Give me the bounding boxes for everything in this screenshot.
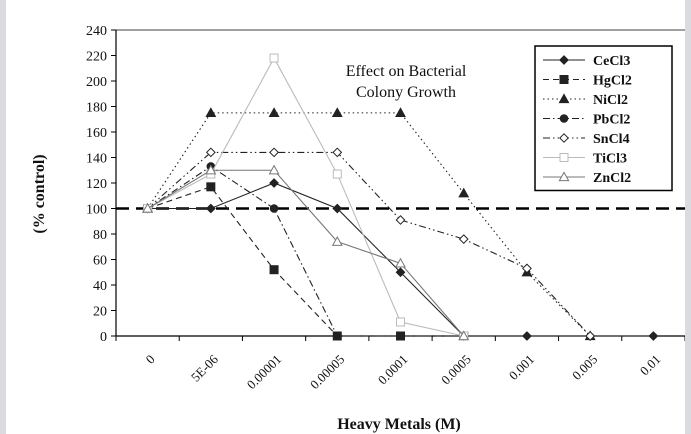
x-axis-label: Heavy Metals (M) — [337, 416, 461, 433]
legend-label-sncl4: SnCl4 — [593, 132, 630, 147]
x-tick-label: 0.0005 — [438, 352, 474, 388]
point-ticl3 — [333, 170, 341, 178]
y-tick-label: 180 — [86, 101, 107, 116]
y-tick-label: 40 — [93, 279, 107, 294]
legend-label-nicl2: NiCl2 — [593, 93, 628, 108]
chart-canvas: (% control) 0 20 40 60 80 100 120 140 160 180 200 2… — [6, 0, 685, 434]
x-tick-label: 0.00001 — [244, 352, 284, 392]
legend-label-cecl3: CeCl3 — [593, 54, 630, 69]
x-tick-label: 0.00005 — [307, 352, 347, 392]
point-sncl4 — [270, 148, 278, 156]
y-tick-label: 240 — [86, 24, 107, 39]
x-tick-label: 0.005 — [569, 352, 600, 383]
point-ticl3 — [397, 318, 405, 326]
series-line-zncl2 — [148, 170, 464, 336]
y-tick-label: 120 — [86, 177, 107, 192]
legend-marker-pbcl2 — [560, 115, 568, 123]
point-hgcl2 — [270, 266, 278, 274]
chart-title: Effect on Bacterial — [346, 63, 467, 80]
y-tick-label: 200 — [86, 75, 107, 90]
series-line-nicl2 — [148, 113, 591, 336]
point-sncl4 — [396, 216, 404, 224]
point-cecl3 — [523, 332, 531, 340]
point-zncl2 — [396, 259, 405, 267]
y-axis-label: (% control) — [31, 154, 48, 233]
x-tick-label: 5E-06 — [188, 351, 221, 384]
legend-label-ticl3: TiCl3 — [593, 152, 627, 167]
point-ticl3 — [270, 54, 278, 62]
plot-area: 0 20 40 60 80 100 120 140 160 180 200 220 240 0 5E-06 0… — [86, 24, 685, 392]
legend-label-zncl2: ZnCl2 — [593, 171, 631, 186]
y-tick-label: 140 — [86, 152, 107, 167]
point-cecl3 — [207, 204, 215, 212]
point-pbcl2 — [333, 332, 341, 340]
point-hgcl2 — [207, 183, 215, 191]
y-tick-label: 160 — [86, 126, 107, 141]
point-pbcl2 — [397, 332, 405, 340]
x-tick-label: 0.0001 — [375, 352, 411, 388]
point-pbcl2 — [270, 205, 278, 213]
y-tick-label: 60 — [93, 254, 107, 269]
y-axis-title: (% control) — [31, 154, 48, 233]
x-tick-label: 0 — [143, 352, 158, 367]
x-tick-label: 0.001 — [506, 352, 537, 383]
y-tick-label: 0 — [100, 330, 107, 345]
chart-title: Colony Growth — [356, 84, 456, 101]
x-tick-label: 0.01 — [637, 352, 664, 379]
y-tick-label: 220 — [86, 50, 107, 65]
legend-label-hgcl2: HgCl2 — [593, 74, 632, 89]
legend-marker-hgcl2 — [560, 76, 568, 84]
legend-marker-ticl3 — [560, 154, 568, 162]
series-line-sncl4 — [148, 152, 591, 336]
y-tick-label: 80 — [93, 228, 107, 243]
point-cecl3 — [649, 332, 657, 340]
point-nicl2 — [396, 108, 405, 116]
point-sncl4 — [460, 235, 468, 243]
point-cecl3 — [270, 179, 278, 187]
y-tick-label: 20 — [93, 305, 107, 320]
legend-label-pbcl2: PbCl2 — [593, 113, 630, 128]
y-tick-label: 100 — [86, 203, 107, 218]
